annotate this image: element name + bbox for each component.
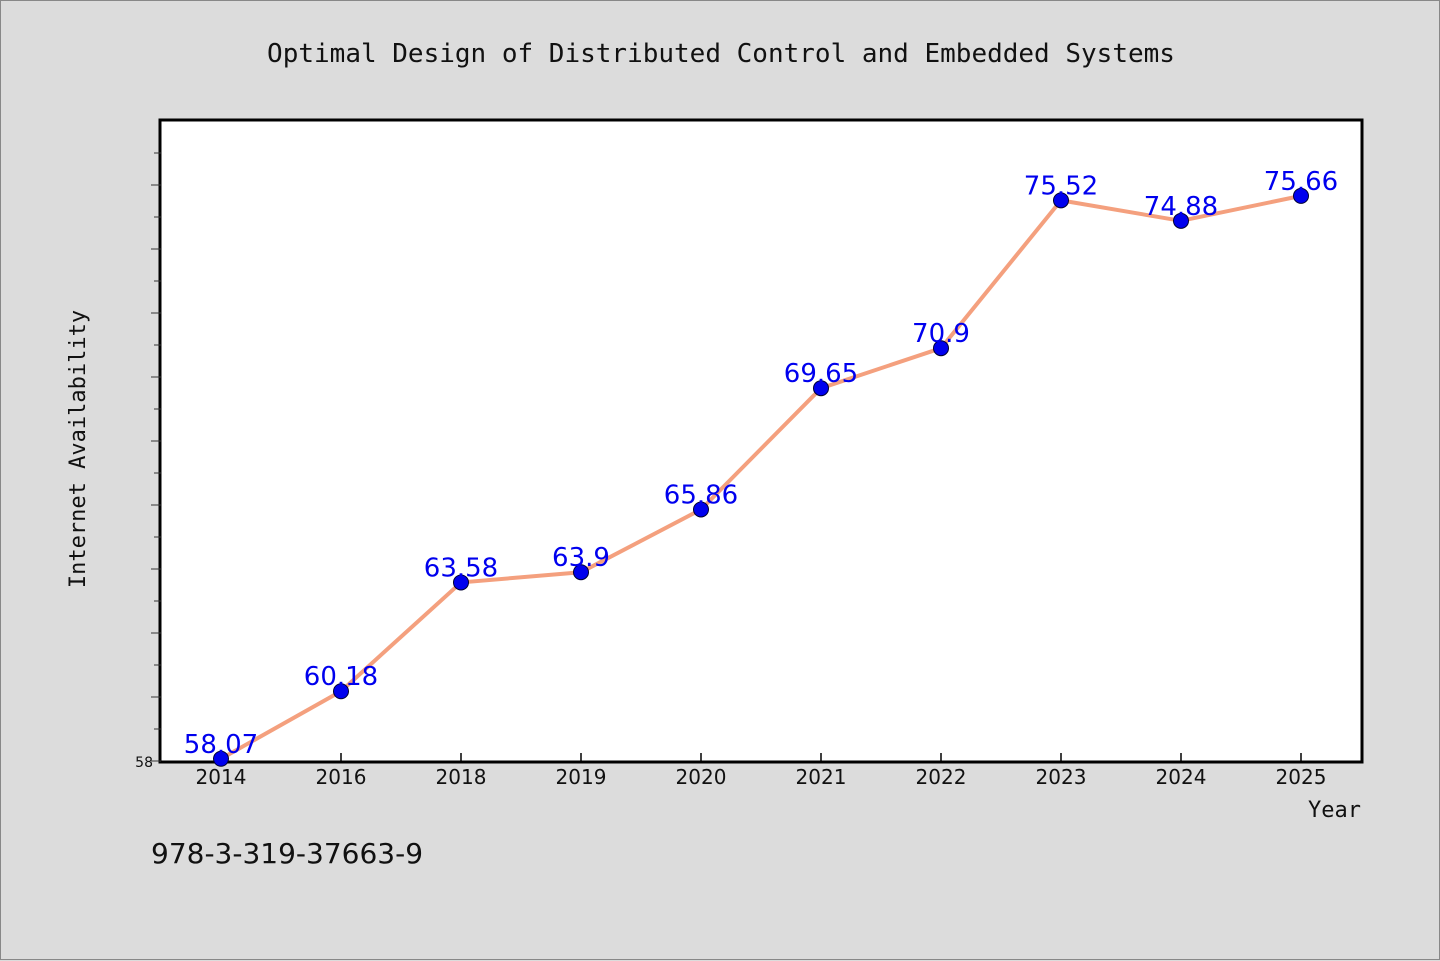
chart-title: Optimal Design of Distributed Control an… xyxy=(267,39,1175,69)
x-tick-label: 2018 xyxy=(436,765,487,789)
series-line xyxy=(220,193,1302,761)
x-tick-label: 2014 xyxy=(196,765,247,789)
data-label: 75.52 xyxy=(1024,171,1098,201)
data-label: 75.66 xyxy=(1264,167,1338,197)
x-tick-label: 2023 xyxy=(1036,765,1087,789)
y-tick-label: 58 xyxy=(135,755,153,771)
data-point xyxy=(1173,212,1189,229)
x-tick-label: 2016 xyxy=(316,765,367,789)
plot-area xyxy=(158,118,1364,764)
data-label: 63.58 xyxy=(424,553,498,583)
data-point xyxy=(573,564,589,581)
x-tick-label: 2022 xyxy=(916,765,967,789)
x-axis-title: Year xyxy=(1308,798,1361,823)
data-point xyxy=(933,340,949,357)
x-tick-label: 2021 xyxy=(796,765,847,789)
x-tick-label: 2024 xyxy=(1156,765,1207,789)
data-label: 70.9 xyxy=(912,319,970,349)
isbn-text: 978-3-319-37663-9 xyxy=(151,837,423,870)
data-point xyxy=(693,501,709,518)
y-axis-tick-labels: 58 xyxy=(135,755,153,771)
data-point xyxy=(1053,192,1069,209)
y-axis-title: Internet Availability xyxy=(66,310,91,588)
data-label: 69.65 xyxy=(784,359,858,389)
data-label: 60.18 xyxy=(304,662,378,692)
x-tick-label: 2025 xyxy=(1276,765,1327,789)
x-tick-label: 2019 xyxy=(556,765,607,789)
data-point xyxy=(813,380,829,397)
data-label: 65.86 xyxy=(664,480,738,510)
data-point xyxy=(213,750,229,767)
data-point xyxy=(453,574,469,591)
y-axis-ticks xyxy=(151,152,161,762)
data-markers xyxy=(213,187,1309,767)
data-label: 58.07 xyxy=(184,730,258,760)
data-labels: 58.07 60.18 63.58 63.9 65.86 69.65 70.9 75.52 74… xyxy=(184,167,1338,760)
data-label: 74.88 xyxy=(1144,192,1218,222)
x-axis-tick-labels: 2014 2016 2018 2019 2020 2021 2022 2023 2024 2025 xyxy=(196,765,1327,789)
data-label: 63.9 xyxy=(552,543,610,573)
data-point xyxy=(333,683,349,700)
data-point xyxy=(1293,187,1309,204)
x-tick-label: 2020 xyxy=(676,765,727,789)
